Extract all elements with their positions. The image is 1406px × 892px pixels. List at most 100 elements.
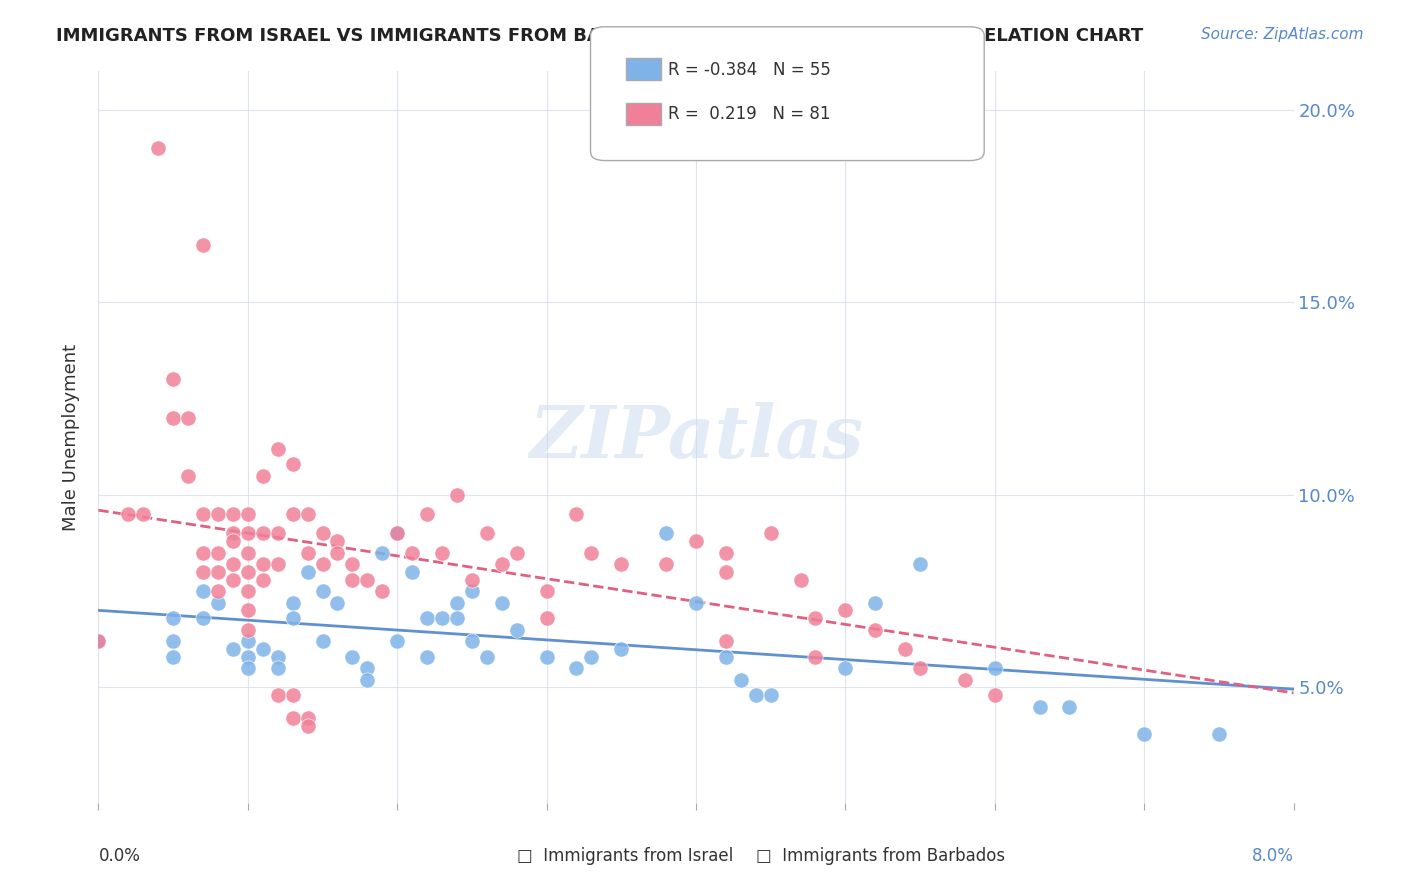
Point	[804, 649, 827, 664]
Y-axis label: Male Unemployment: Male Unemployment	[62, 343, 80, 531]
Point	[401, 545, 423, 559]
Point	[326, 534, 349, 549]
Point	[162, 649, 184, 664]
Point	[252, 526, 274, 541]
Point	[1028, 699, 1050, 714]
Point	[207, 584, 229, 599]
Point	[297, 507, 319, 521]
Point	[984, 688, 1007, 702]
Point	[565, 507, 588, 521]
Point	[267, 688, 290, 702]
Point	[191, 237, 214, 252]
Point	[191, 565, 214, 579]
Point	[506, 623, 529, 637]
Point	[984, 661, 1007, 675]
Point	[236, 507, 259, 521]
Point	[117, 507, 139, 521]
Point	[714, 634, 737, 648]
Point	[506, 545, 529, 559]
Point	[356, 673, 378, 687]
Point	[416, 507, 439, 521]
Point	[236, 634, 259, 648]
Point	[177, 410, 200, 425]
Point	[446, 611, 468, 625]
Point	[326, 545, 349, 559]
Point	[162, 410, 184, 425]
Point	[191, 545, 214, 559]
Text: IMMIGRANTS FROM ISRAEL VS IMMIGRANTS FROM BARBADOS MALE UNEMPLOYMENT CORRELATION: IMMIGRANTS FROM ISRAEL VS IMMIGRANTS FRO…	[56, 27, 1143, 45]
Point	[908, 661, 931, 675]
Point	[236, 649, 259, 664]
Point	[222, 507, 245, 521]
Point	[401, 565, 423, 579]
Point	[655, 557, 678, 571]
Point	[297, 565, 319, 579]
Text: Source: ZipAtlas.com: Source: ZipAtlas.com	[1201, 27, 1364, 42]
Point	[267, 661, 290, 675]
Point	[87, 634, 110, 648]
Point	[222, 526, 245, 541]
Point	[281, 688, 304, 702]
Point	[610, 557, 633, 571]
Point	[191, 611, 214, 625]
Point	[1208, 726, 1230, 740]
Point	[685, 596, 707, 610]
Point	[222, 557, 245, 571]
Text: □  Immigrants from Barbados: □ Immigrants from Barbados	[756, 847, 1005, 864]
Point	[311, 557, 333, 571]
Point	[162, 611, 184, 625]
Point	[207, 507, 229, 521]
Point	[536, 611, 558, 625]
Text: ZIPatlas: ZIPatlas	[529, 401, 863, 473]
Point	[297, 719, 319, 733]
Point	[804, 611, 827, 625]
Point	[222, 573, 245, 587]
Point	[297, 711, 319, 725]
Point	[162, 634, 184, 648]
Point	[610, 641, 633, 656]
Point	[475, 649, 498, 664]
Point	[311, 584, 333, 599]
Text: □  Immigrants from Israel: □ Immigrants from Israel	[517, 847, 733, 864]
Point	[267, 557, 290, 571]
Point	[714, 649, 737, 664]
Point	[236, 661, 259, 675]
Point	[1059, 699, 1081, 714]
Point	[834, 603, 856, 617]
Point	[685, 534, 707, 549]
Point	[252, 641, 274, 656]
Point	[177, 468, 200, 483]
Point	[894, 641, 917, 656]
Point	[236, 565, 259, 579]
Point	[236, 545, 259, 559]
Point	[834, 661, 856, 675]
Point	[385, 634, 409, 648]
Point	[581, 649, 603, 664]
Point	[326, 596, 349, 610]
Point	[759, 688, 782, 702]
Point	[385, 526, 409, 541]
Point	[207, 596, 229, 610]
Point	[342, 573, 364, 587]
Point	[132, 507, 155, 521]
Point	[281, 596, 304, 610]
Point	[311, 634, 333, 648]
Point	[759, 526, 782, 541]
Point	[281, 711, 304, 725]
Point	[491, 596, 513, 610]
Point	[356, 573, 378, 587]
Point	[430, 611, 453, 625]
Point	[446, 596, 468, 610]
Point	[222, 641, 245, 656]
Point	[446, 488, 468, 502]
Point	[148, 141, 170, 155]
Point	[789, 573, 811, 587]
Point	[281, 457, 304, 471]
Point	[252, 468, 274, 483]
Point	[311, 526, 333, 541]
Point	[565, 661, 588, 675]
Point	[730, 673, 752, 687]
Point	[430, 545, 453, 559]
Point	[714, 545, 737, 559]
Point	[536, 584, 558, 599]
